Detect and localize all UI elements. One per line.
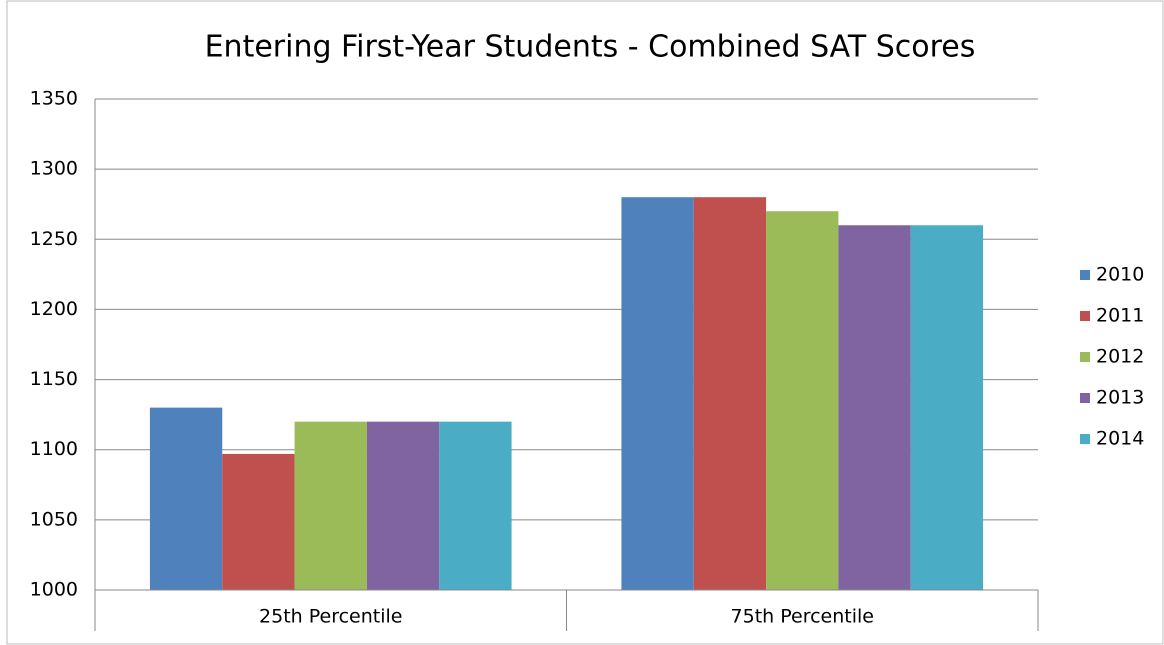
legend-swatch — [1080, 270, 1090, 280]
legend-label: 2014 — [1096, 428, 1144, 450]
y-tick-label: 1250 — [30, 228, 78, 250]
legend-swatch — [1080, 352, 1090, 362]
y-tick-label: 1350 — [30, 88, 78, 110]
y-tick-label: 1000 — [30, 579, 78, 601]
legend-label: 2012 — [1096, 346, 1144, 368]
y-tick-label: 1050 — [30, 508, 78, 530]
y-tick-label: 1300 — [30, 158, 78, 180]
bar — [838, 225, 911, 590]
legend-label: 2010 — [1096, 264, 1144, 286]
legend-swatch — [1080, 311, 1090, 321]
bar — [766, 211, 839, 590]
legend-label: 2013 — [1096, 387, 1144, 409]
legend-swatch — [1080, 434, 1090, 444]
bar — [366, 421, 440, 590]
bar — [910, 225, 984, 590]
bar — [222, 453, 295, 590]
y-tick-label: 1100 — [30, 438, 78, 460]
bar — [294, 421, 367, 590]
bar — [693, 197, 767, 590]
x-tick-label: 75th Percentile — [731, 606, 874, 628]
frame — [6, 0, 1164, 645]
bar — [149, 407, 223, 590]
x-tick-label: 25th Percentile — [259, 606, 402, 628]
legend-swatch — [1080, 393, 1090, 403]
legend-label: 2011 — [1096, 305, 1144, 327]
chart-title: Entering First-Year Students - Combined … — [205, 30, 976, 65]
y-tick-label: 1150 — [30, 368, 78, 390]
bar — [621, 197, 694, 590]
y-tick-label: 1200 — [30, 298, 78, 320]
bar — [439, 421, 512, 590]
